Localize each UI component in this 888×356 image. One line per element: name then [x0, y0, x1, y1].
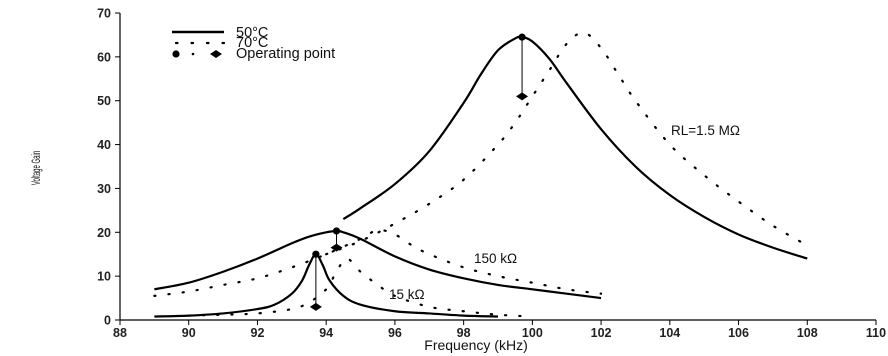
annotation-15-kohm: 15 kΩ [389, 287, 425, 302]
operating-point-peak-marker-2 [312, 250, 320, 258]
curves-layer [153, 31, 809, 318]
x-tick-label-0: 88 [113, 326, 127, 340]
legend-label-70c: 70°C [236, 35, 268, 51]
y-tick-label-1: 10 [97, 270, 111, 284]
x-tick-label-9: 106 [728, 326, 749, 340]
operating-point-peak-marker-1 [332, 227, 341, 235]
legend-dot-marker [191, 52, 195, 56]
x-tick-label-6: 100 [522, 326, 543, 340]
x-tick-label-1: 90 [182, 326, 196, 340]
series-line-4 [154, 253, 499, 318]
legend: 50°C 70°C Operating point [172, 25, 335, 62]
legend-diamond-marker [210, 50, 222, 58]
legend-label-operating-point: Operating point [236, 46, 335, 62]
operating-point-peak-marker-0 [518, 33, 526, 41]
annotation-150-kohm: 150 kΩ [474, 251, 517, 266]
axes-layer [119, 13, 876, 321]
operating-point-diamond-1 [330, 243, 343, 252]
series-line-2 [154, 229, 602, 300]
legend-circle-marker [172, 50, 180, 58]
x-tick-label-11: 110 [866, 326, 886, 340]
x-tick-label-7: 102 [591, 326, 612, 340]
y-tick-label-2: 20 [97, 226, 111, 240]
y-tick-label-0: 0 [104, 314, 111, 328]
operating-point-diamond-2 [309, 302, 322, 311]
operating-points-layer [309, 33, 529, 311]
x-tick-label-3: 94 [319, 326, 333, 340]
y-axis-label: Voltage Gain [30, 151, 44, 185]
annotation-rl-1-5-mohm: RL=1.5 MΩ [671, 123, 740, 138]
x-tick-label-2: 92 [251, 326, 265, 340]
y-tick-label-5: 50 [97, 94, 111, 108]
series-line-3 [153, 228, 603, 297]
x-axis-label: Frequency (kHz) [424, 337, 527, 353]
x-tick-label-10: 108 [797, 326, 818, 340]
x-tick-label-8: 104 [659, 326, 680, 340]
x-ticks-layer: 88 90 92 94 96 98 100 102 104 106 108 110 [113, 320, 886, 340]
x-tick-label-5: 98 [457, 326, 471, 340]
legend-label-50c: 50°C [236, 25, 268, 41]
series-line-5 [187, 257, 534, 318]
y-tick-label-6: 60 [97, 50, 111, 64]
y-ticks-layer: 0 10 20 30 40 50 60 70 [97, 7, 120, 328]
x-tick-label-4: 96 [388, 326, 402, 340]
y-tick-label-4: 40 [97, 138, 111, 152]
operating-point-diamond-0 [516, 92, 529, 101]
y-tick-label-7: 70 [97, 7, 111, 21]
y-tick-label-3: 30 [97, 182, 111, 196]
series-line-1 [325, 31, 809, 256]
series-line-0 [342, 35, 808, 260]
